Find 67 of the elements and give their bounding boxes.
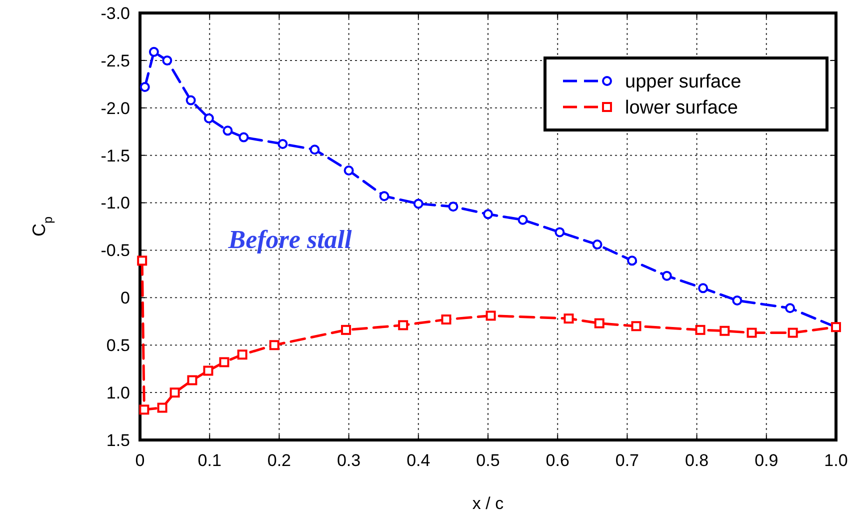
point: [219, 357, 230, 368]
point: [148, 46, 159, 57]
x-axis-title: x / c: [472, 494, 504, 513]
point: [746, 328, 757, 338]
x-tick-label: 0.5: [476, 451, 500, 470]
point: [720, 326, 730, 336]
x-tick-label: 0.6: [546, 451, 570, 470]
point: [732, 296, 742, 306]
y-tick-label: -2.5: [100, 51, 130, 70]
point: [518, 214, 528, 225]
point: [204, 113, 214, 124]
y-tick-label: 0.5: [106, 336, 130, 356]
x-tick-label: 0.9: [754, 451, 778, 470]
point: [310, 144, 320, 155]
point: [344, 166, 354, 176]
point: [186, 95, 196, 106]
point: [237, 350, 248, 360]
annotation: Before stall: [227, 225, 353, 254]
point: [627, 256, 638, 266]
point: [785, 303, 796, 314]
y-tick-label: -1.0: [100, 194, 130, 213]
point: [379, 191, 390, 202]
x-tick-label: 0.7: [615, 451, 640, 470]
y-tick-label: 1.0: [106, 384, 130, 403]
point: [137, 256, 148, 266]
point: [140, 82, 150, 92]
x-tick-label: 0.8: [684, 451, 709, 470]
x-tick-label: 0: [135, 451, 145, 470]
y-tick-label: 0: [120, 288, 130, 308]
x-tick-label: 0.3: [336, 451, 361, 470]
point: [698, 283, 708, 294]
point: [139, 404, 150, 415]
point: [788, 328, 798, 338]
x-tick-label: 1.0: [824, 451, 848, 470]
point: [554, 227, 565, 238]
point: [486, 310, 496, 321]
legend-label: lower surface: [625, 98, 738, 119]
point: [341, 324, 352, 335]
point: [162, 55, 172, 66]
point: [278, 138, 288, 149]
point: [187, 375, 198, 386]
x-tick-label: 0.2: [267, 451, 292, 470]
point: [695, 324, 706, 335]
point: [592, 240, 602, 250]
point: [662, 270, 672, 281]
y-tick-label: 1.5: [106, 430, 130, 450]
point: [203, 366, 214, 376]
x-tick-label: 0.1: [198, 451, 222, 470]
x-tick-label: 0.4: [406, 451, 430, 470]
legend-label: upper surface: [625, 72, 742, 93]
point: [483, 209, 493, 220]
y-tick-label: -3.0: [100, 4, 130, 23]
y-tick-label: -1.5: [100, 146, 130, 166]
point: [448, 202, 458, 212]
point: [441, 314, 452, 324]
point: [157, 402, 168, 413]
point: [594, 318, 604, 328]
point: [170, 388, 180, 398]
point: [398, 320, 408, 330]
point: [564, 314, 574, 324]
y-tick-label: -0.5: [100, 241, 130, 260]
point: [238, 132, 249, 142]
point: [269, 340, 280, 350]
point: [631, 321, 642, 332]
point: [413, 198, 424, 209]
point: [222, 126, 233, 136]
y-tick-label: -2.0: [100, 98, 130, 118]
